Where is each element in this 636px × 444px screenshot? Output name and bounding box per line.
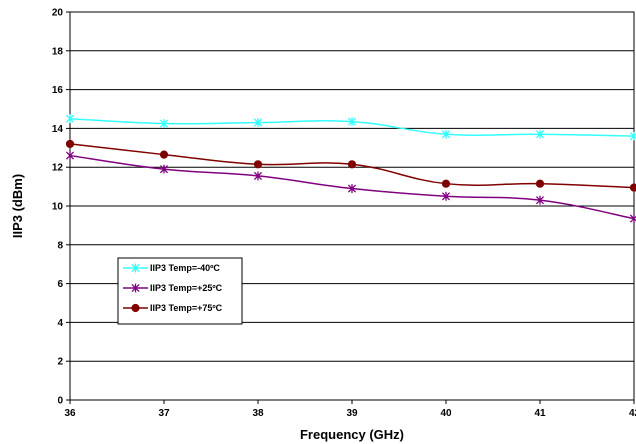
y-tick-label: 4 [57,318,63,329]
legend-marker [131,283,140,293]
data-point [629,131,636,141]
data-point [65,114,75,124]
x-tick-label: 39 [346,408,358,419]
data-point [535,129,545,139]
legend-label: IIP3 Temp=+25ºC [150,283,223,293]
y-tick-label: 6 [57,279,63,290]
x-tick-label: 36 [64,408,76,419]
x-tick-label: 37 [158,408,170,419]
y-tick-label: 12 [52,163,64,174]
y-tick-label: 14 [52,124,64,135]
y-tick-label: 18 [52,46,64,57]
y-axis-tick-labels: 0 2 4 6 8 10 12 14 16 18 20 [52,8,70,407]
data-point [535,195,545,205]
data-point [159,119,169,128]
data-point [65,151,75,160]
data-point [629,183,636,192]
legend-item: IIP3 Temp=-40ºC [123,263,220,273]
legend-item: IIP3 Temp=+75ºC [123,303,223,313]
series-2 [65,151,636,224]
data-point [65,139,75,149]
x-axis-title: Frequency (GHz) [300,427,404,442]
y-tick-label: 10 [52,202,64,213]
legend-label: IIP3 Temp=+75ºC [150,303,223,313]
series-3 [65,139,636,192]
data-point [159,164,169,174]
data-point [253,118,263,127]
data-point [629,214,636,224]
data-point [347,117,357,127]
legend-marker [131,303,140,313]
data-point [253,160,263,169]
data-point [441,179,451,188]
legend-marker [131,263,140,273]
data-point [159,150,169,159]
data-point [535,179,545,188]
series-1 [65,114,636,141]
data-point [253,171,263,181]
x-tick-label: 40 [440,408,452,419]
x-tick-label: 42 [629,408,636,419]
data-point [441,129,451,139]
y-tick-label: 20 [52,8,64,19]
data-point [347,184,357,193]
y-axis-title: IIP3 (dBm) [10,174,25,238]
legend: IIP3 Temp=-40ºC IIP3 Temp=+25ºC IIP3 Temp=… [117,257,243,325]
y-tick-label: 2 [57,357,63,368]
data-point [347,160,357,169]
series-lines [65,114,636,224]
legend-label: IIP3 Temp=-40ºC [150,263,220,273]
x-tick-label: 38 [252,408,264,419]
y-tick-label: 8 [57,240,63,251]
legend-item: IIP3 Temp=+25ºC [123,283,223,293]
data-point [441,191,451,201]
x-axis-tick-labels: 36 37 38 39 40 41 42 [64,400,636,419]
y-tick-label: 0 [57,396,63,407]
y-tick-label: 16 [52,85,64,96]
x-tick-label: 41 [534,408,546,419]
